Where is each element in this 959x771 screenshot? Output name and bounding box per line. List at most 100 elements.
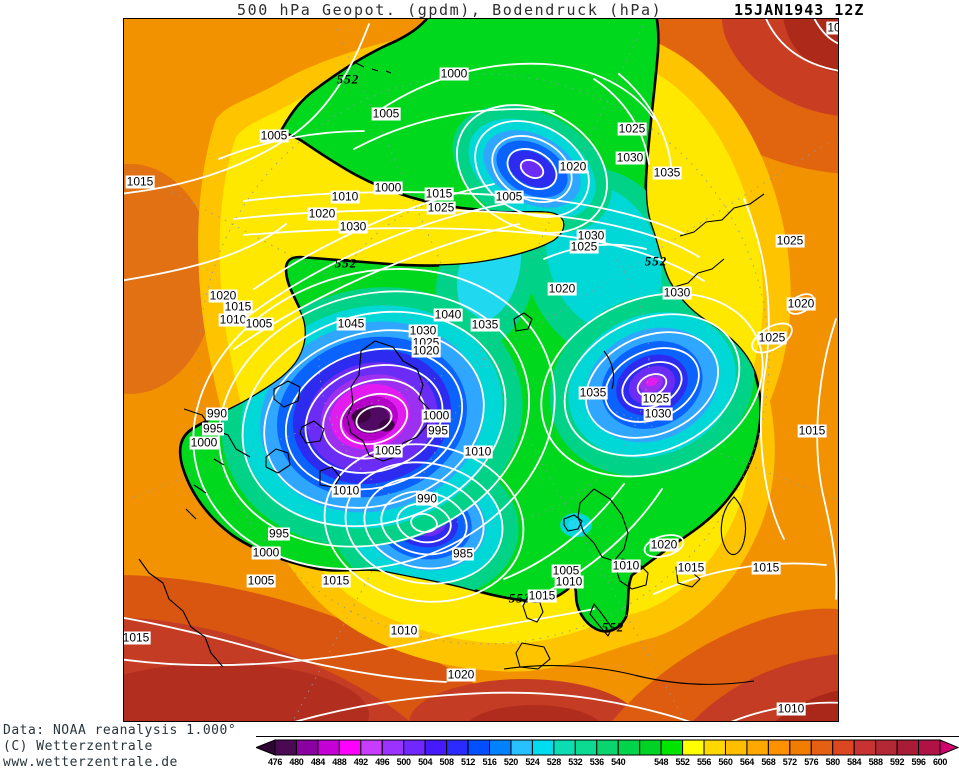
pressure-label: 1030 [615, 150, 645, 165]
pressure-label: 1040 [433, 307, 463, 322]
colorbar-tick: 536 [589, 757, 604, 767]
coastlines [138, 62, 765, 685]
pressure-label: 995 [426, 423, 450, 438]
pressure-label: 1005 [246, 573, 276, 588]
colorbar-segment [574, 739, 598, 756]
colorbar-segment [703, 739, 726, 756]
colorbar-tick: 532 [568, 757, 583, 767]
colorbar-tick: 556 [696, 757, 712, 767]
colorbar-tick: 496 [375, 757, 390, 767]
colorbar-tick: 584 [847, 757, 862, 767]
pressure-label: 1010 [463, 444, 493, 459]
colorbar-tick: 564 [739, 757, 754, 767]
colorbar-segment [918, 739, 941, 756]
pressure-label: 1035 [652, 165, 682, 180]
pressure-label: 1005 [551, 563, 581, 578]
colorbar-tick: 552 [675, 757, 690, 767]
colorbar-segment [360, 739, 383, 756]
colorbar-tick: 572 [782, 757, 797, 767]
colorbar-tick: 488 [332, 757, 347, 767]
colorbar-tick: 508 [439, 757, 454, 767]
pressure-label: 1025 [617, 121, 647, 136]
colorbar-tick: 504 [418, 757, 433, 767]
pressure-label: 1010 [554, 574, 584, 589]
pressure-label: 1010 [330, 189, 360, 204]
chart-title: 500 hPa Geopot. (gpdm), Bodendruck (hPa) [237, 1, 663, 19]
pressure-label: 1010 [331, 483, 361, 498]
pressure-label: 1020 [411, 343, 441, 358]
colorbar-tick: 600 [932, 757, 948, 767]
pressure-label: 1015 [676, 560, 706, 575]
colorbar-tick: 560 [718, 757, 733, 767]
colorbar-tick: 512 [461, 757, 476, 767]
pressure-label: 1000 [439, 66, 469, 81]
colorbar-segment [853, 739, 877, 756]
pressure-label: 1020 [558, 159, 588, 174]
pressure-label: 1005 [244, 316, 274, 331]
geopotential-contour-label: 552 [601, 619, 625, 635]
pressure-label: 1015 [424, 186, 454, 201]
colorbar-tick: 480 [289, 757, 304, 767]
colorbar-segment [789, 739, 812, 756]
colorbar-segment [724, 739, 748, 756]
pressure-label: 1030 [643, 406, 673, 421]
pressure-label: 1015 [527, 588, 557, 603]
pressure-label: 990 [415, 491, 439, 506]
colorbar-segment [682, 739, 705, 756]
colorbar-tick: 548 [654, 757, 669, 767]
pressure-label: 1000 [373, 180, 403, 195]
colorbar-segment [746, 739, 769, 756]
colorbar-segment [295, 739, 319, 756]
pressure-label: 1025 [641, 391, 671, 406]
colorbar-tick: 528 [546, 757, 561, 767]
colorbar-segment [639, 739, 662, 756]
colorbar [254, 739, 959, 756]
pressure-label: 1010 [389, 623, 419, 638]
credit-website[interactable]: www.wetterzentrale.de [3, 755, 178, 770]
pressure-label: 10 [826, 21, 838, 35]
colorbar-segment [617, 739, 641, 756]
pressure-label: 1005 [373, 443, 403, 458]
pressure-label: 1015 [797, 423, 827, 438]
pressure-label: 1035 [578, 385, 608, 400]
colorbar-segment [875, 739, 898, 756]
pressure-label: 1000 [421, 408, 451, 423]
pressure-label: 1015 [123, 630, 151, 645]
pressure-label: 1020 [786, 296, 816, 311]
weather-field-svg [124, 19, 838, 721]
colorbar-segment [767, 739, 791, 756]
pressure-label: 995 [201, 421, 225, 436]
colorbar-tick: 588 [868, 757, 883, 767]
pressure-label: 1000 [189, 435, 219, 450]
pressure-label: 1005 [259, 128, 289, 143]
colorbar-tick: 596 [911, 757, 926, 767]
geopotential-contour-label: 552 [336, 71, 360, 87]
isobars [124, 19, 838, 721]
pressure-label: 990 [205, 406, 229, 421]
pressure-label: 1020 [649, 537, 679, 552]
credits: Data: NOAA reanalysis 1.000° (C) Wetterz… [3, 723, 236, 771]
geopotential-contour-label: 552 [334, 255, 358, 271]
colorbar-segment [553, 739, 576, 756]
colorbar-segment [424, 739, 448, 756]
pressure-label: 1025 [569, 239, 599, 254]
pressure-label: 985 [451, 546, 475, 561]
geopotential-contour-label: 552 [508, 590, 532, 606]
colorbar-tick: 540 [611, 757, 626, 767]
colorbar-tick: 520 [503, 757, 519, 767]
pressure-label: 1025 [757, 330, 787, 345]
pressure-label: 995 [267, 526, 291, 541]
colorbar-tick: 568 [761, 757, 776, 767]
pressure-label: 1015 [223, 299, 253, 314]
colorbar-segment [660, 739, 684, 756]
pressure-label: 1015 [321, 573, 351, 588]
colorbar-tick: 492 [353, 757, 368, 767]
colorbar-tick: 484 [310, 757, 325, 767]
geopotential-contour-label: 552 [644, 253, 668, 269]
colorbar-tick: 516 [482, 757, 497, 767]
colorbar-over-arrow [939, 739, 959, 756]
colorbar-segment [467, 739, 491, 756]
pressure-label: 1025 [775, 233, 805, 248]
colorbar-segment [317, 739, 340, 756]
pressure-label: 1005 [371, 106, 401, 121]
